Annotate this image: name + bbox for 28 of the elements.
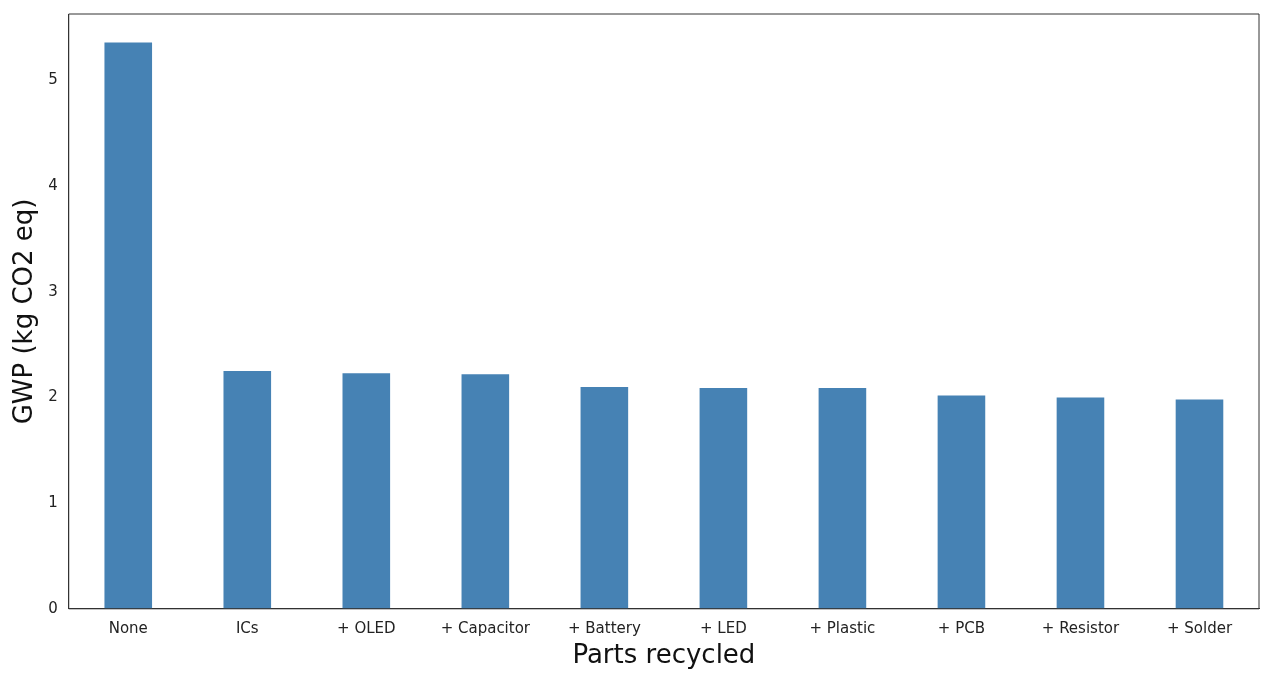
x-tick-label: + Capacitor bbox=[440, 618, 531, 637]
y-tick-label: 4 bbox=[48, 176, 58, 195]
bar bbox=[223, 371, 272, 609]
x-tick-label: ICs bbox=[235, 618, 259, 637]
bar bbox=[461, 374, 510, 609]
bar bbox=[342, 373, 391, 609]
bar bbox=[580, 386, 629, 609]
x-tick-label: + Solder bbox=[1166, 618, 1233, 637]
y-tick-label: 3 bbox=[48, 281, 58, 300]
x-tick-label: + Resistor bbox=[1041, 618, 1120, 637]
bar bbox=[1056, 397, 1105, 609]
x-axis-title: Parts recycled bbox=[572, 639, 756, 670]
bar bbox=[1175, 399, 1224, 609]
x-tick-label: + Battery bbox=[567, 618, 641, 637]
y-tick-label: 1 bbox=[48, 493, 58, 512]
bar bbox=[818, 388, 867, 609]
x-tick-label: + OLED bbox=[337, 618, 396, 637]
y-axis-title: GWP (kg CO2 eq) bbox=[8, 198, 39, 425]
y-tick-label: 0 bbox=[48, 598, 58, 617]
x-tick-label: + LED bbox=[700, 618, 747, 637]
x-tick-label: + Plastic bbox=[809, 618, 876, 637]
y-tick-label: 5 bbox=[48, 70, 58, 89]
y-tick-label: 2 bbox=[48, 387, 58, 406]
bar bbox=[937, 395, 986, 609]
bar bbox=[699, 388, 748, 609]
x-tick-label: + PCB bbox=[937, 618, 986, 637]
bar bbox=[104, 42, 153, 609]
x-tick-label: None bbox=[108, 618, 148, 637]
